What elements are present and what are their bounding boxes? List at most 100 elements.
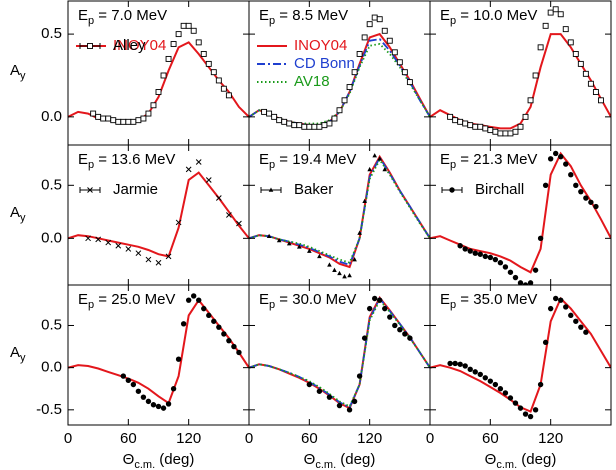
data-point — [231, 343, 237, 350]
data-point — [225, 92, 232, 99]
panel — [249, 14, 430, 130]
data-point — [552, 295, 559, 302]
data-point — [165, 253, 172, 260]
legend-label: CD Bonn — [294, 55, 355, 72]
y-tick-label: 0.0 — [41, 108, 62, 125]
legend-label: INOY04 — [294, 37, 347, 54]
curve — [430, 296, 611, 413]
data-point — [447, 360, 453, 367]
data-point — [306, 381, 313, 388]
data-point — [361, 335, 368, 341]
data-point — [140, 394, 147, 400]
data-point — [210, 69, 217, 76]
panel-frame — [429, 284, 612, 426]
data-point — [185, 166, 192, 173]
data-point — [195, 159, 202, 165]
data-point — [487, 378, 494, 384]
data-point — [185, 297, 192, 303]
data-point — [457, 243, 463, 249]
data-point — [366, 305, 373, 312]
data-point — [482, 125, 489, 132]
panel-title: Ep = 8.5 MeV — [259, 7, 348, 27]
data-point — [357, 230, 362, 235]
data-point — [371, 295, 378, 302]
data-point — [507, 395, 514, 401]
data-point — [95, 113, 102, 120]
data-point — [547, 9, 554, 16]
x-tick-label: 60 — [120, 430, 137, 447]
legend-label: AV18 — [294, 73, 330, 90]
data-point — [563, 161, 569, 167]
data-point — [175, 31, 182, 38]
legend-marker — [87, 43, 93, 49]
data-point — [578, 188, 584, 195]
legend-label: Baker — [294, 181, 333, 198]
data-point — [90, 110, 97, 117]
data-point — [447, 113, 454, 120]
data-point — [337, 270, 342, 276]
panel — [68, 159, 249, 266]
data-point — [342, 274, 347, 279]
legend-marker — [268, 187, 274, 192]
y-tick-label: 0.5 — [41, 316, 62, 333]
curve — [249, 154, 430, 269]
data-point — [392, 322, 398, 329]
data-point — [492, 256, 499, 263]
data-point — [391, 49, 398, 56]
data-point — [563, 304, 569, 310]
legend-label: INOY04 — [113, 37, 166, 54]
x-axis-label: Θc.m. (deg) — [304, 451, 376, 470]
panel — [430, 295, 611, 420]
data-point — [532, 407, 539, 413]
data-point — [316, 388, 323, 394]
data-point — [537, 381, 544, 388]
data-point — [115, 242, 122, 249]
data-point — [396, 59, 403, 66]
panel-title: Ep = 7.0 MeV — [78, 7, 167, 27]
data-point — [115, 118, 122, 125]
data-point — [507, 130, 514, 137]
x-tick-label: 120 — [357, 430, 382, 447]
y-axis-label: Ay — [10, 204, 26, 224]
data-point — [125, 377, 132, 384]
data-point — [593, 203, 599, 210]
data-point — [326, 394, 333, 400]
data-point — [346, 84, 353, 91]
data-point — [332, 267, 337, 272]
curve — [249, 296, 430, 409]
x-tick-label: 120 — [176, 430, 201, 447]
data-point — [155, 89, 162, 95]
panel-title: Ep = 10.0 MeV — [440, 7, 537, 27]
data-point — [266, 233, 272, 239]
data-point — [377, 156, 383, 161]
data-point — [351, 398, 358, 405]
data-point — [517, 280, 524, 285]
data-point — [457, 118, 464, 125]
data-point — [145, 398, 152, 405]
panel — [68, 22, 249, 125]
data-point — [482, 375, 489, 381]
data-point — [100, 115, 107, 122]
data-point — [487, 254, 494, 261]
data-point — [492, 381, 499, 388]
y-axis-label: Ay — [10, 344, 26, 364]
data-point — [492, 128, 499, 135]
data-point — [472, 123, 479, 130]
data-point — [532, 72, 539, 79]
legend-marker — [449, 187, 455, 193]
data-point — [261, 108, 268, 115]
data-point — [301, 123, 308, 130]
data-point — [568, 312, 574, 319]
data-point — [135, 388, 142, 394]
data-point — [175, 356, 182, 362]
data-point — [583, 195, 589, 201]
data-point — [286, 120, 293, 127]
data-point — [316, 123, 323, 130]
data-point — [462, 246, 468, 252]
data-point — [180, 22, 187, 29]
data-point — [336, 402, 343, 409]
data-point — [150, 102, 157, 109]
data-point — [452, 117, 459, 124]
data-point — [366, 21, 373, 28]
y-tick-label: 0.0 — [41, 359, 62, 376]
